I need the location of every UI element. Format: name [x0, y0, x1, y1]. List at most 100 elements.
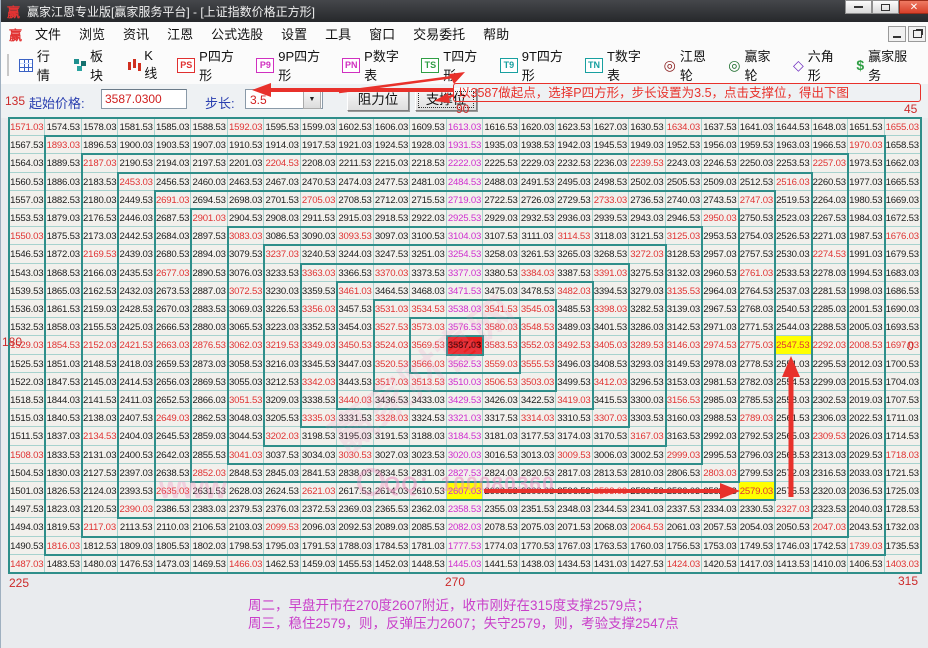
gann-cell[interactable]: 2617.53 — [337, 482, 374, 501]
gann-cell[interactable]: 2463.53 — [227, 172, 265, 191]
gann-cell[interactable]: 3247.53 — [373, 245, 411, 264]
gann-cell[interactable]: 3177.53 — [519, 427, 557, 446]
gann-cell[interactable]: 3205.53 — [264, 409, 301, 428]
gann-cell[interactable]: 1809.03 — [118, 536, 155, 555]
gann-cell[interactable]: 3324.53 — [410, 409, 447, 428]
gann-cell[interactable]: 3041.03 — [227, 445, 265, 464]
gann-cell[interactable]: 3090.03 — [300, 227, 338, 246]
gann-cell[interactable]: 3174.03 — [556, 427, 593, 446]
gann-cell[interactable]: 1865.03 — [45, 281, 82, 300]
gann-cell[interactable]: 2299.03 — [811, 372, 849, 391]
gann-cell[interactable]: 2173.03 — [81, 227, 119, 246]
gann-cell[interactable]: 1980.53 — [848, 190, 885, 209]
gann-cell[interactable]: 1515.03 — [9, 409, 46, 428]
gann-cell[interactable]: 3461.03 — [337, 281, 374, 300]
gann-cell[interactable]: 1882.53 — [45, 190, 82, 209]
gann-cell[interactable]: 2971.03 — [702, 318, 739, 337]
gann-cell[interactable]: 2148.53 — [81, 354, 119, 373]
gann-cell[interactable]: 2603.53 — [483, 482, 520, 501]
gann-cell[interactable]: 3167.03 — [629, 427, 666, 446]
gann-cell[interactable]: 2152.03 — [81, 336, 119, 355]
gann-cell[interactable]: 3391.03 — [592, 263, 630, 282]
gann-cell[interactable]: 2922.03 — [410, 209, 447, 228]
gann-cell[interactable]: 2495.03 — [556, 172, 593, 191]
gann-cell[interactable]: 3412.03 — [592, 372, 630, 391]
gann-cell[interactable]: 3566.03 — [410, 354, 447, 373]
gann-cell[interactable]: 1634.03 — [665, 118, 703, 137]
gann-cell[interactable]: 2117.03 — [81, 518, 119, 537]
gann-cell[interactable]: 2943.03 — [629, 209, 666, 228]
gann-cell[interactable]: 2439.03 — [118, 245, 155, 264]
gann-cell[interactable]: 1532.53 — [9, 318, 46, 337]
gann-cell[interactable]: 2071.53 — [556, 518, 593, 537]
gann-cell[interactable]: 2981.53 — [702, 372, 739, 391]
gann-cell[interactable]: 3328.03 — [373, 409, 411, 428]
gann-cell[interactable]: 2012.03 — [848, 354, 885, 373]
gann-cell[interactable]: 2806.53 — [665, 463, 703, 482]
gann-cell[interactable]: 1490.53 — [9, 536, 46, 555]
toolbar-item-T数字表[interactable]: TN T数字表 — [585, 46, 650, 84]
gann-cell[interactable]: 2068.03 — [592, 518, 630, 537]
gann-cell[interactable]: 2901.03 — [191, 209, 228, 228]
gann-cell[interactable]: 2505.53 — [665, 172, 703, 191]
gann-cell[interactable]: 3282.53 — [629, 300, 666, 319]
gann-cell[interactable]: 3181.03 — [483, 427, 520, 446]
gann-cell[interactable]: 2421.53 — [118, 336, 155, 355]
gann-cell[interactable]: 3534.53 — [410, 300, 447, 319]
gann-cell[interactable]: 2022.53 — [848, 409, 885, 428]
gann-cell[interactable]: 2803.03 — [702, 463, 739, 482]
gann-cell[interactable]: 3562.53 — [446, 354, 484, 373]
gann-cell[interactable]: 3457.53 — [337, 300, 374, 319]
toolbar-item-板块[interactable]: 板块 — [73, 46, 114, 84]
gann-cell[interactable]: 3275.53 — [629, 263, 666, 282]
gann-cell[interactable]: 1907.03 — [191, 136, 228, 155]
gann-cell[interactable]: 2302.53 — [811, 391, 849, 410]
gann-cell[interactable]: 3226.53 — [264, 300, 301, 319]
gann-cell[interactable]: 1686.53 — [884, 281, 921, 300]
gann-cell[interactable]: 3030.53 — [337, 445, 374, 464]
gann-cell[interactable]: 2180.03 — [81, 190, 119, 209]
gann-cell[interactable]: 3055.03 — [227, 372, 265, 391]
gann-cell[interactable]: 2057.53 — [702, 518, 739, 537]
gann-cell[interactable]: 2757.53 — [738, 245, 776, 264]
gann-cell[interactable]: 2369.03 — [337, 500, 374, 519]
gann-cell[interactable]: 1998.03 — [848, 281, 885, 300]
gann-cell[interactable]: 1676.03 — [884, 227, 921, 246]
gann-cell[interactable]: 2351.53 — [519, 500, 557, 519]
gann-cell[interactable]: 1984.03 — [848, 209, 885, 228]
gann-cell[interactable]: 2845.03 — [264, 463, 301, 482]
gann-cell[interactable]: 3569.53 — [410, 336, 447, 355]
gann-cell[interactable]: 1994.53 — [848, 263, 885, 282]
gann-cell[interactable]: 2936.03 — [556, 209, 593, 228]
gann-cell[interactable]: 2743.53 — [702, 190, 739, 209]
gann-cell[interactable]: 3202.03 — [264, 427, 301, 446]
gann-cell[interactable]: 2712.03 — [373, 190, 411, 209]
gann-cell[interactable]: 1819.53 — [45, 518, 82, 537]
gann-cell[interactable]: 2194.03 — [154, 154, 192, 173]
gann-cell[interactable]: 3289.53 — [629, 336, 666, 355]
gann-cell[interactable]: 2750.53 — [738, 209, 776, 228]
gann-cell[interactable]: 1728.53 — [884, 500, 921, 519]
gann-cell[interactable]: 3489.03 — [556, 318, 593, 337]
gann-cell[interactable]: 2575.53 — [775, 482, 812, 501]
gann-cell[interactable]: 2880.03 — [191, 318, 228, 337]
gann-cell[interactable]: 3191.53 — [373, 427, 411, 446]
gann-cell[interactable]: 2890.53 — [191, 263, 228, 282]
gann-cell[interactable]: 1900.03 — [118, 136, 155, 155]
gann-cell[interactable]: 2225.53 — [483, 154, 520, 173]
gann-cell[interactable]: 2649.03 — [154, 409, 192, 428]
gann-cell[interactable]: 2817.03 — [556, 463, 593, 482]
gann-cell[interactable]: 2313.03 — [811, 445, 849, 464]
gann-cell[interactable]: 2407.53 — [118, 409, 155, 428]
gann-cell[interactable]: 3142.53 — [665, 318, 703, 337]
gann-cell[interactable]: 1627.03 — [592, 118, 630, 137]
gann-cell[interactable]: 3506.53 — [483, 372, 520, 391]
gann-cell[interactable]: 1620.03 — [519, 118, 557, 137]
gann-cell[interactable]: 2337.53 — [665, 500, 703, 519]
gann-cell[interactable]: 3293.03 — [629, 354, 666, 373]
gann-cell[interactable]: 2827.53 — [446, 463, 484, 482]
gann-cell[interactable]: 3576.53 — [446, 318, 484, 337]
gann-cell[interactable]: 1854.53 — [45, 336, 82, 355]
gann-cell[interactable]: 2222.03 — [446, 154, 484, 173]
gann-cell[interactable]: 2705.03 — [300, 190, 338, 209]
